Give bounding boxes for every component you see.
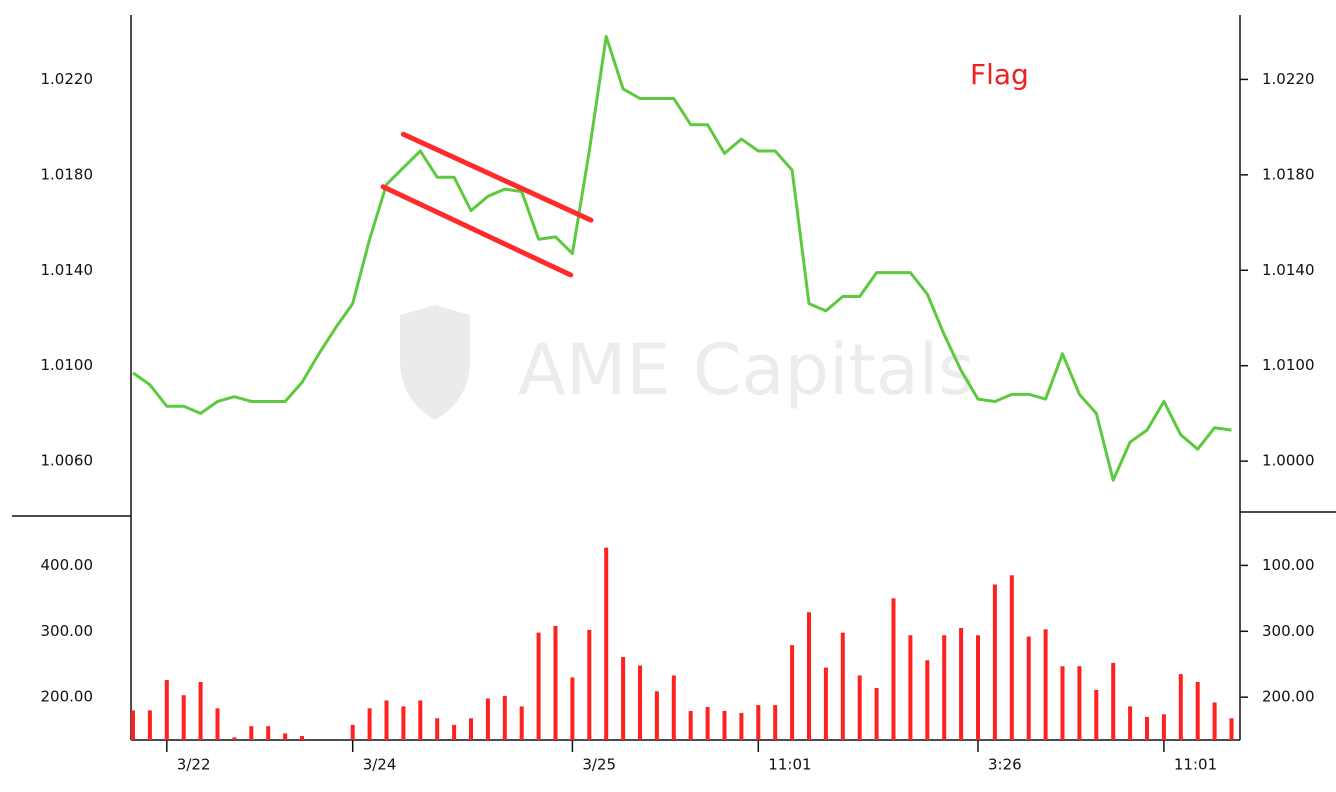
volume-bar (671, 675, 676, 740)
y2-tick-label: 1.0220 (1262, 70, 1315, 88)
price-line (132, 34, 1232, 482)
volume-bar (164, 680, 169, 740)
volume-bar (519, 706, 524, 740)
volume-bar (266, 726, 271, 740)
volume-bar (1212, 702, 1217, 740)
volume-bar (198, 682, 203, 740)
volume-bar (891, 598, 896, 740)
volume-bar (401, 706, 406, 740)
volume-bar (1145, 716, 1149, 740)
x-tick-label: 3:26 (988, 756, 1022, 774)
volume-bar (1195, 682, 1200, 740)
volume-bar (992, 584, 997, 740)
volume-bar (1043, 629, 1048, 740)
volume-bar (756, 705, 761, 740)
volume-bar (147, 710, 152, 740)
y-tick-label: 1.0140 (41, 261, 94, 279)
y2-tick-label: 300.00 (1262, 622, 1315, 640)
volume-bar (840, 632, 845, 740)
volume-bar (908, 635, 913, 740)
volume-bar (976, 635, 980, 740)
volume-bar (350, 724, 355, 740)
x-tick-label: 3/24 (363, 756, 397, 774)
volume-bar (705, 707, 710, 740)
x-tick-label: 3/25 (582, 756, 616, 774)
volume-bar (1077, 666, 1082, 740)
volume-bar (131, 710, 135, 740)
volume-bar (604, 547, 609, 740)
volume-bar (536, 632, 541, 740)
watermark-logo (400, 305, 470, 420)
volume-bar (1060, 666, 1065, 740)
volume-bar (1229, 718, 1234, 740)
y2-tick-label: 1.0180 (1262, 165, 1315, 183)
y-tick-label: 1.0060 (41, 452, 94, 470)
volume-bar (722, 711, 727, 740)
volume-bar (249, 726, 254, 740)
volume-bar (300, 736, 304, 740)
volume-bar (1026, 636, 1031, 740)
y-tick-label: 1.0220 (41, 70, 94, 88)
volume-bar (1178, 674, 1183, 740)
annotation: Flag (970, 58, 1029, 91)
volume-bar (587, 629, 592, 740)
y-tick-label: 1.0100 (41, 356, 94, 374)
volume-bar (452, 724, 457, 740)
y2-tick-label: 200.00 (1262, 688, 1315, 706)
volume-bar (215, 708, 220, 740)
volume-bar (232, 737, 237, 740)
y2-tick-label: 1.0140 (1262, 261, 1315, 279)
x-tick-label: 11:01 (1174, 756, 1217, 774)
x-tick-label: 11:01 (768, 756, 811, 774)
volume-bar (1128, 706, 1133, 740)
volume-bar (367, 708, 372, 740)
volume-bar (959, 628, 964, 740)
volume-bar (570, 677, 575, 740)
flag-line (400, 131, 594, 223)
y2-tick-label: 100.00 (1262, 556, 1315, 574)
volume-bar (283, 733, 288, 740)
y-tick-label: 1.0180 (41, 165, 94, 183)
volume-bar (1161, 714, 1166, 740)
volume-bar (773, 705, 778, 740)
volume-bar (942, 635, 947, 740)
volume-bar (384, 700, 389, 740)
volume-bar (807, 612, 811, 740)
volume-bar (418, 700, 423, 740)
volume-bar (553, 626, 558, 740)
volume-bar (925, 660, 930, 740)
volume-bar (1094, 689, 1099, 740)
x-tick-label: 3/22 (177, 756, 211, 774)
volume-bar (485, 698, 490, 740)
volume-bar (857, 675, 862, 740)
volume-bar (874, 687, 879, 740)
watermark: AME Capitals (518, 329, 975, 411)
volume-bar (654, 691, 659, 740)
volume-bar (181, 695, 186, 740)
volume-bar (621, 656, 626, 740)
y-tick-label: 200.00 (41, 688, 94, 706)
y2-tick-label: 1.0100 (1262, 356, 1315, 374)
volume-bar (435, 718, 440, 740)
volume-bar (790, 645, 795, 740)
volume-bar (688, 711, 693, 740)
y-tick-label: 300.00 (41, 622, 94, 640)
flag-line (380, 184, 574, 278)
y-tick-label: 400.00 (41, 556, 94, 574)
volume-bar (502, 695, 507, 740)
volume-bar (823, 667, 828, 740)
volume-bar (469, 718, 473, 740)
volume-bar (1009, 575, 1014, 740)
y2-tick-label: 1.0000 (1262, 452, 1315, 470)
volume-bar (1111, 662, 1116, 740)
volume-bar (638, 665, 642, 740)
volume-bar (739, 712, 744, 740)
